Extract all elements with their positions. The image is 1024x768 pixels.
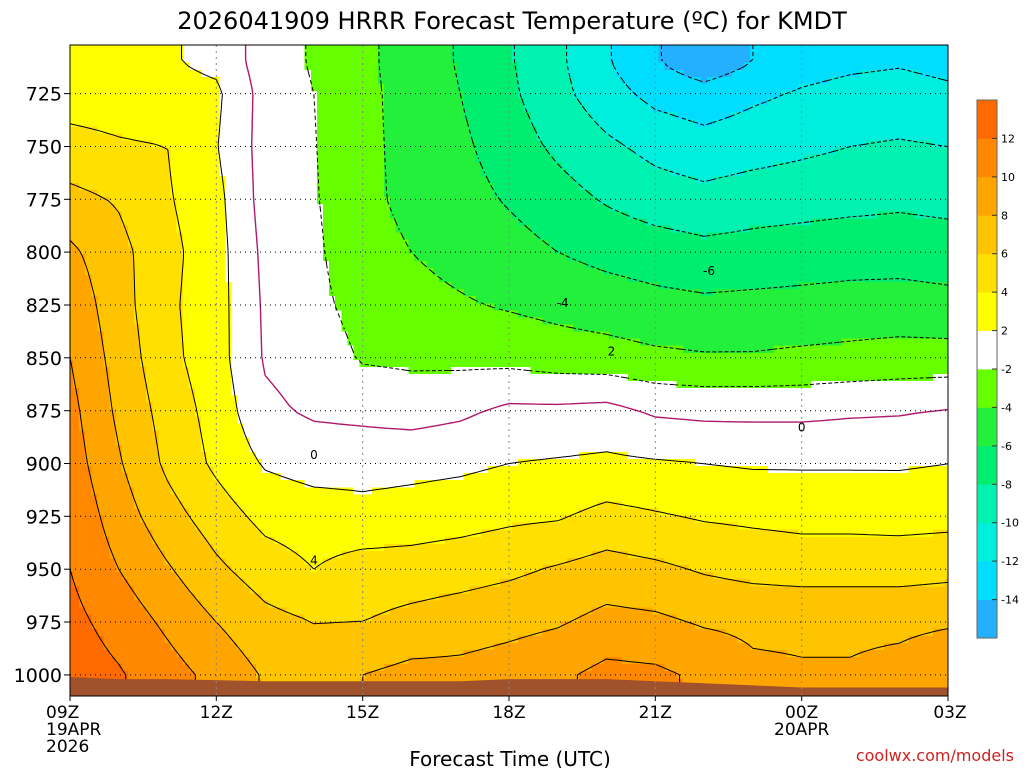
- colorbar-swatch: [977, 445, 997, 485]
- y-tick-label: 925: [26, 506, 62, 528]
- contour-label: 4: [310, 554, 318, 568]
- contour-line: [70, 357, 681, 696]
- y-tick-label: 750: [26, 137, 62, 159]
- colorbar-swatch: [977, 330, 997, 370]
- colorbar-label: -12: [1001, 555, 1019, 568]
- colorbar-label: -2: [1001, 363, 1012, 376]
- y-tick-label: 800: [26, 242, 62, 264]
- x-tick-label: 15Z: [346, 703, 379, 723]
- y-tick-label: 950: [26, 559, 62, 581]
- x-tick-label: 19APR: [46, 720, 102, 740]
- contour-line: [660, 45, 754, 83]
- contour-line: [378, 45, 948, 353]
- x-axis-label: Forecast Time (UTC): [409, 747, 611, 768]
- contour-line: [566, 45, 948, 183]
- x-tick-label: 18Z: [492, 703, 525, 723]
- x-tick-label: 20APR: [774, 720, 830, 740]
- contour-label: -4: [557, 296, 569, 310]
- x-tick-label: 21Z: [639, 703, 672, 723]
- colorbar-swatch: [977, 215, 997, 255]
- contour-line: [305, 45, 948, 388]
- colorbar-label: -8: [1001, 478, 1012, 491]
- colorbar-label: 4: [1001, 286, 1008, 299]
- y-tick-label: 975: [26, 612, 62, 634]
- x-tick-label: 2026: [46, 737, 89, 757]
- colorbar-label: -14: [1001, 594, 1019, 607]
- colorbar-swatch: [977, 176, 997, 216]
- credit-text: coolwx.com/models: [856, 746, 1014, 765]
- colorbar-label: -4: [1001, 401, 1012, 414]
- colorbar-label: -10: [1001, 517, 1019, 530]
- colorbar-label: 10: [1001, 171, 1015, 184]
- contour-label: 0: [310, 448, 318, 462]
- y-tick-label: 725: [26, 84, 62, 106]
- colorbar-swatch: [977, 407, 997, 447]
- colorbar-label: -6: [1001, 440, 1012, 453]
- y-tick-label: 775: [26, 189, 62, 211]
- colorbar-label: 12: [1001, 132, 1015, 145]
- colorbar: -14 -12 -10 -8 -6 -4 -2 2 4 6 8 10 12: [976, 99, 1019, 639]
- x-tick-label: 03Z: [933, 703, 966, 723]
- y-tick-label: 875: [26, 401, 62, 423]
- colorbar-swatch: [977, 522, 997, 562]
- y-tick-label: 900: [26, 454, 62, 476]
- colorbar-swatch: [977, 561, 997, 600]
- contour-label: 0: [798, 421, 806, 435]
- colorbar-swatch: [977, 138, 997, 178]
- colorbar-label: 8: [1001, 209, 1008, 222]
- y-tick-label: 1000: [14, 665, 62, 687]
- colorbar-swatch: [977, 599, 997, 639]
- contour-label: -6: [703, 264, 715, 278]
- contour-line: [244, 45, 948, 431]
- colorbar-label: 2: [1001, 325, 1008, 338]
- contour-line: [513, 45, 948, 237]
- colorbar-swatch: [977, 369, 997, 408]
- contour-labels: 0 4 -4 -6 2 0: [310, 264, 805, 568]
- ground-area: [70, 677, 948, 696]
- temperature-fill: [70, 45, 948, 696]
- ground-terrain: [70, 677, 948, 696]
- contour-line: [610, 45, 948, 126]
- y-axis-ticks: 725 750 775 800 825 850 875 900 925 950 975 1000: [14, 84, 70, 687]
- colorbar-swatch: [977, 100, 997, 139]
- colorbar-swatch: [977, 484, 997, 524]
- contour-line: [70, 182, 948, 625]
- colorbar-label: 6: [1001, 248, 1008, 261]
- contour-line: [452, 45, 948, 294]
- y-tick-label: 825: [26, 295, 62, 317]
- x-tick-label: 00Z: [785, 703, 818, 723]
- contour-line: [70, 123, 948, 570]
- contour-label: 2: [608, 345, 616, 359]
- contour-line: [70, 240, 948, 696]
- x-tick-label: 12Z: [200, 703, 233, 723]
- y-tick-label: 850: [26, 348, 62, 370]
- chart-title: 2026041909 HRRR Forecast Temperature (ºC…: [177, 7, 847, 35]
- contour-lines: [70, 45, 948, 696]
- colorbar-swatch: [977, 292, 997, 331]
- contour-line: [70, 568, 127, 696]
- x-tick-label: 09Z: [46, 703, 79, 723]
- colorbar-swatch: [977, 253, 997, 293]
- contour-line: [181, 45, 948, 493]
